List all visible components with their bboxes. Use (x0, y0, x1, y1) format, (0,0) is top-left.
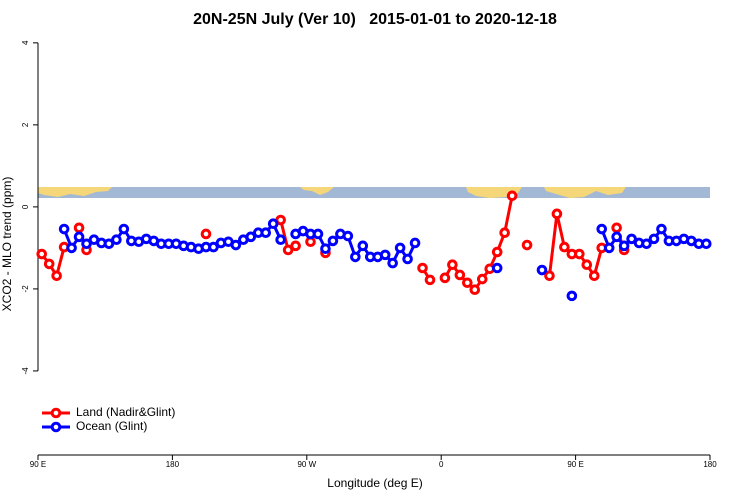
data-point (424, 274, 436, 286)
y-axis-label: XCO2 - MLO trend (ppm) (0, 177, 14, 312)
data-point (350, 251, 361, 263)
legend-label: Ocean (Glint) (76, 419, 147, 433)
data-point (656, 223, 667, 235)
data-point (588, 270, 600, 282)
data-point (700, 238, 712, 250)
data-point (282, 244, 294, 256)
data-point (447, 259, 458, 271)
x-axis-label: Longitude (deg E) (327, 476, 422, 490)
data-point (387, 257, 398, 269)
data-point (245, 231, 257, 243)
data-point (551, 208, 563, 220)
data-point (521, 239, 533, 251)
data-point (603, 242, 615, 254)
data-point (439, 272, 451, 284)
data-point (618, 240, 630, 252)
x-tick-label: 90 E (30, 460, 46, 469)
legend-marker (50, 407, 62, 419)
data-point (596, 223, 608, 235)
data-point (260, 227, 272, 239)
map-strip (38, 187, 710, 198)
data-point (200, 228, 212, 240)
y-tick-label: -4 (21, 367, 30, 375)
data-point (379, 249, 391, 261)
land-blob (300, 187, 334, 195)
data-point (611, 231, 622, 243)
data-point (267, 218, 279, 229)
data-point (499, 227, 510, 239)
data-point (275, 234, 286, 245)
data-point (66, 242, 77, 254)
data-point (641, 238, 652, 250)
y-tick-label: 0 (21, 204, 30, 209)
data-point (208, 241, 219, 253)
data-point (342, 230, 354, 242)
data-point (462, 277, 473, 289)
data-point (230, 239, 242, 251)
data-point (559, 241, 570, 253)
land-blob (544, 187, 626, 198)
data-point (103, 238, 115, 250)
data-point (417, 262, 428, 274)
y-tick-label: 4 (21, 40, 30, 45)
data-point (290, 240, 301, 252)
data-point (394, 242, 406, 254)
x-tick-label: 180 (703, 460, 717, 469)
data-point (402, 253, 413, 265)
data-point (409, 237, 421, 249)
x-tick-label: 180 (166, 460, 180, 469)
data-point (51, 270, 62, 282)
legend-marker (50, 421, 62, 433)
x-tick-label: 0 (439, 460, 444, 469)
data-point (357, 240, 369, 252)
ocean-band (38, 187, 710, 198)
data-point (312, 228, 324, 240)
x-tick-label: 90 E (567, 460, 583, 469)
data-point (491, 246, 503, 258)
data-point (469, 284, 481, 296)
data-point (43, 258, 55, 270)
data-point (476, 273, 488, 285)
data-point (574, 248, 585, 260)
data-point (320, 243, 331, 255)
data-point (536, 264, 548, 276)
x-tick-label: 90 W (297, 460, 316, 469)
data-point (648, 233, 660, 245)
data-point (58, 223, 70, 235)
legend-label: Land (Nadir&Glint) (76, 405, 175, 419)
data-point (73, 231, 85, 243)
data-point (544, 270, 555, 282)
data-point (566, 290, 578, 302)
data-point (81, 238, 92, 250)
data-point (73, 222, 85, 234)
data-point (454, 269, 466, 281)
data-point (626, 233, 637, 245)
data-point (36, 248, 48, 260)
data-point (111, 234, 122, 245)
data-point (327, 235, 339, 247)
y-tick-label: 2 (21, 122, 30, 127)
data-point (581, 259, 593, 271)
y-tick-label: -2 (21, 285, 30, 293)
data-point (118, 223, 130, 235)
data-point (491, 262, 503, 274)
land-blob (38, 187, 112, 197)
chart-title: 20N-25N July (Ver 10) 2015-01-01 to 2020… (193, 11, 557, 28)
data-point (506, 190, 518, 202)
data-point (611, 222, 622, 234)
